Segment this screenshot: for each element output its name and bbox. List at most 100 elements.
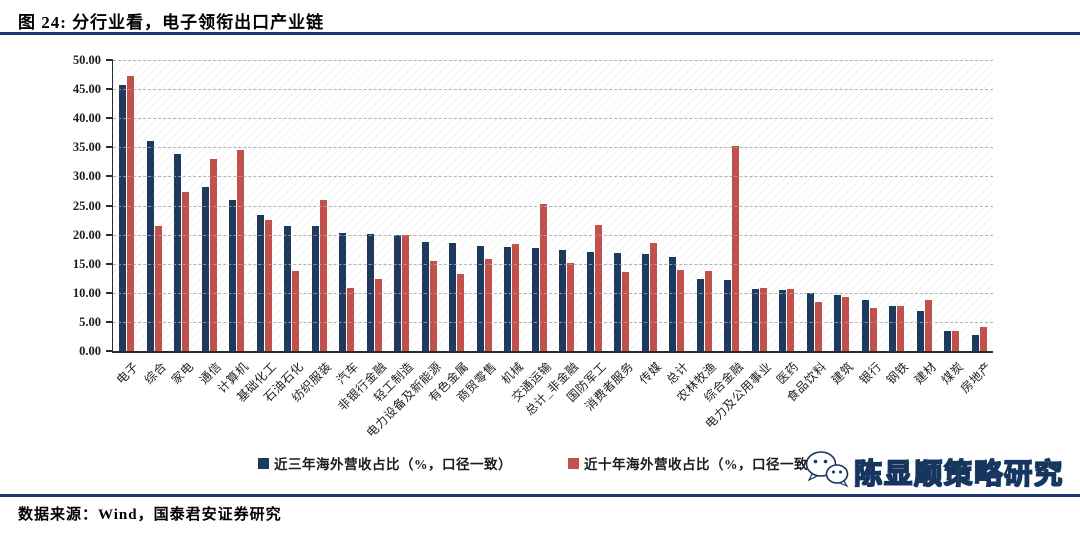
bar-group [966,60,994,351]
bar-groups [113,60,993,351]
y-axis-label: 15.00 [72,256,101,271]
bar-recent-10y [732,146,740,351]
y-axis-tick [106,291,113,294]
y-axis-tick [106,350,113,352]
x-axis-label: 总计 [663,359,692,388]
bar-recent-10y [374,278,382,351]
y-axis-tick [106,175,113,178]
bar-recent-3y [256,214,264,351]
bar-group [718,60,746,351]
bar-recent-10y [127,75,135,351]
y-gridline [113,89,993,91]
bar-recent-3y [889,305,897,351]
x-axis-label: 建筑 [828,359,857,388]
bar-recent-3y [366,234,374,351]
bar-recent-10y [897,306,905,351]
x-axis-label: 国防军工 [563,359,609,405]
legend-item: 近三年海外营收占比（%，口径一致） [258,453,512,473]
y-axis-tick [106,117,113,120]
bar-recent-10y [649,243,657,351]
x-axis-label: 计算机 [214,359,252,396]
bar-recent-3y [229,200,237,351]
bar-group [553,60,581,351]
bar-group [333,60,361,351]
bar-recent-10y [154,226,162,351]
bar-group [498,60,526,351]
bar-group [746,60,774,351]
bar-recent-3y [971,335,979,351]
bar-recent-3y [504,247,512,351]
bar-recent-10y [347,287,355,351]
bar-recent-3y [449,243,457,351]
x-axis-label: 家电 [168,359,197,388]
x-axis-label: 商贸零售 [453,359,499,405]
y-gridline [113,118,993,120]
x-axis-label: 机械 [498,359,527,388]
x-axis-label: 综合金融 [701,359,747,405]
y-gridline [113,321,993,323]
legend-label: 近十年海外营收占比（%，口径一致） [584,457,822,472]
bar-recent-3y [916,311,924,351]
x-axis-label: 纺织服装 [288,359,334,405]
legend-item: 近十年海外营收占比（%，口径一致） [568,453,822,473]
bar-recent-10y [704,271,712,351]
y-gridline [113,147,993,149]
bar-group [911,60,939,351]
bar-group [196,60,224,351]
y-axis-tick [106,59,113,61]
bar-recent-3y [641,253,649,351]
bar-recent-10y [759,288,767,351]
bar-recent-10y [237,150,245,351]
x-axis-label: 有色金属 [426,359,472,405]
x-axis-label: 交通运输 [508,359,554,405]
bar-recent-10y [594,224,602,351]
bar-group [113,60,141,351]
y-axis-label: 50.00 [72,53,101,67]
bar-recent-3y [119,85,127,351]
bar-recent-10y [979,327,987,351]
bar-group [636,60,664,351]
bar-recent-3y [531,248,539,351]
bar-recent-10y [182,192,190,351]
bar-group [278,60,306,351]
x-axis-label: 消费者服务 [582,359,637,414]
bar-recent-10y [787,289,795,351]
bar-recent-3y [201,187,209,351]
bar-recent-3y [421,242,429,351]
x-axis-label: 电子 [113,359,142,388]
y-gridline [113,292,993,294]
y-axis-label: 45.00 [72,82,101,97]
bar-recent-3y [284,225,292,351]
bar-recent-10y [924,299,932,351]
watermark-text: 陈显顺策略研究 [853,458,1064,490]
bar-recent-10y [292,270,300,351]
bar-group [251,60,279,351]
y-axis-label: 0.00 [79,344,101,358]
plot-area: 电子 综合 家电 通信 计算机 基础化工 石油石化 纺织服装 汽车 非银行金融 轻工制造 电力设备及新… [73,53,994,440]
bar-recent-3y [614,253,622,351]
x-axis-label: 传媒 [636,359,664,388]
y-gridline [113,263,993,265]
bar-recent-10y [457,274,465,351]
x-axis-label: 电力及公用事业 [702,359,774,432]
legend-swatch [258,457,269,469]
y-axis-label: 35.00 [72,140,101,155]
bar-recent-10y [264,220,272,351]
bar-recent-10y [622,272,630,351]
legend-label: 近三年海外营收占比（%，口径一致） [274,457,512,472]
bar-recent-10y [539,204,547,351]
bar-group [691,60,719,351]
y-gridline [113,234,993,236]
x-axis-label: 轻工制造 [371,359,417,405]
bar-group [608,60,636,351]
y-axis-label: 20.00 [72,227,101,242]
bar-recent-10y [869,307,877,351]
y-axis-tick [106,88,113,91]
bar-group [938,60,966,351]
bar-group [306,60,334,351]
bar-recent-10y [842,297,850,351]
bar-recent-3y [669,257,677,351]
x-axis-label: 银行 [856,359,884,388]
bar-group [581,60,609,351]
